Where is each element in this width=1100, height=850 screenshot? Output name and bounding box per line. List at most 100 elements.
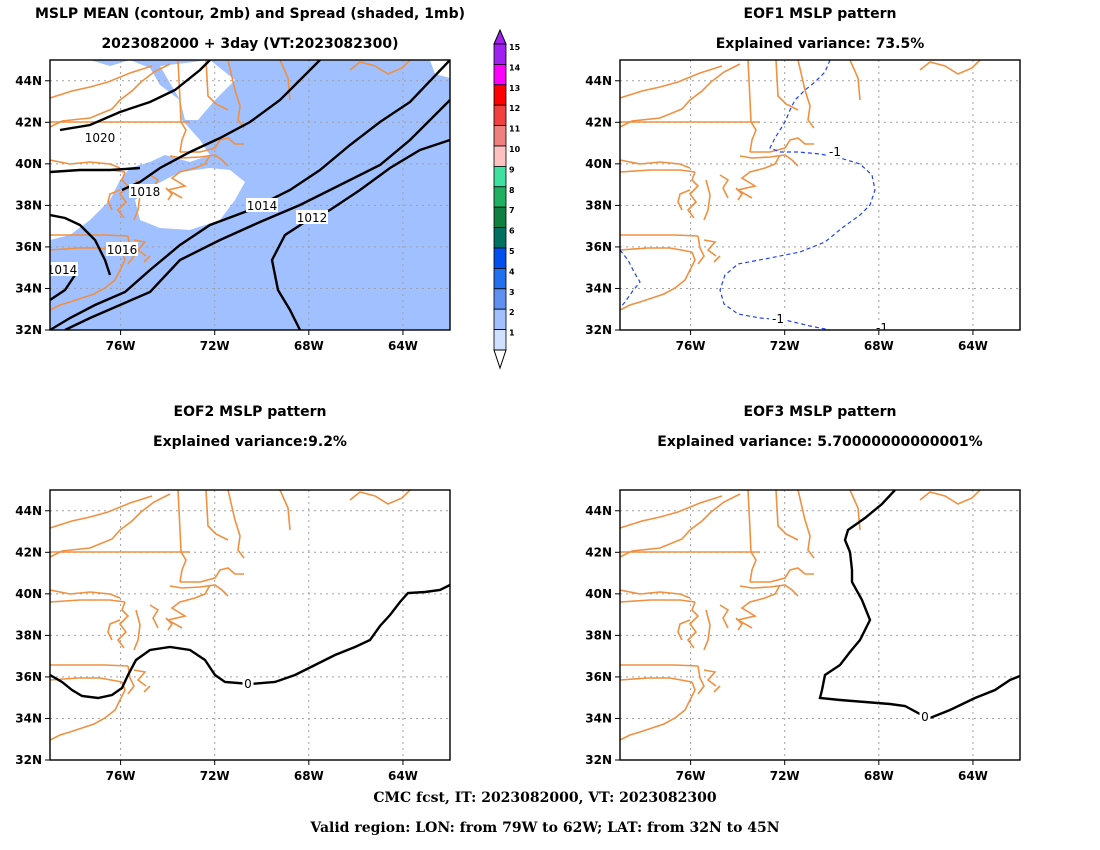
lat-tick-label: 44N [585, 74, 612, 88]
lat-tick-label: 34N [585, 711, 612, 725]
colorbar-label: 11 [509, 125, 521, 134]
colorbar-label: 6 [509, 227, 515, 236]
lon-tick-label: 76W [676, 769, 706, 783]
lat-tick-label: 34N [15, 711, 42, 725]
colorbar-swatch [493, 267, 507, 290]
contour-label: -1 [772, 312, 784, 326]
lat-tick-label: 40N [585, 587, 612, 601]
lat-tick-label: 32N [585, 323, 612, 337]
coastline [620, 490, 981, 741]
colorbar-swatch [493, 329, 507, 351]
map-area-eof2: 0 [50, 490, 450, 760]
map-area-mean: 1020 1018 1016 1014 1014 1012 [50, 60, 450, 330]
spread-shade-1 [50, 60, 210, 240]
colorbar-swatch [493, 227, 507, 249]
contour-line-3 [50, 213, 112, 276]
contour-line-2 [121, 60, 321, 192]
contour-label: 1020 [85, 131, 116, 145]
spread-shade-3 [135, 168, 245, 230]
contour-label: 1014 [247, 199, 278, 213]
colorbar-arrow-top [493, 28, 507, 45]
panel-title-eof1-2: Explained variance: 73.5% [716, 36, 925, 52]
lon-tick-label: 72W [770, 769, 800, 783]
lat-tick-label: 40N [15, 157, 42, 171]
lat-tick-label: 32N [15, 323, 42, 337]
lat-tick-label: 42N [585, 115, 612, 129]
colorbar-label: 2 [509, 308, 515, 317]
colorbar-label: 10 [509, 145, 521, 154]
lat-tick-label: 44N [15, 504, 42, 518]
lon-tick-label: 68W [294, 769, 324, 783]
lat-tick-label: 44N [15, 74, 42, 88]
panel-title-eof3-1: EOF3 MSLP pattern [744, 404, 897, 420]
colorbar-label: 15 [509, 43, 521, 52]
lat-tick-label: 42N [15, 115, 42, 129]
spread-colorbar: 15 14 13 12 11 10 9 8 7 6 5 4 3 2 1 [493, 28, 521, 370]
colorbar-swatch [493, 206, 507, 228]
lon-tick-label: 64W [388, 339, 418, 353]
colorbar-label: 1 [509, 329, 515, 338]
lat-tick-label: 34N [585, 281, 612, 295]
panel-eof2: EOF2 MSLP pattern Explained variance:9.2%… [15, 404, 451, 783]
colorbar-swatch [493, 247, 507, 269]
lat-tick-label: 38N [15, 628, 42, 642]
footer-forecast-info: CMC fcst, IT: 2023082000, VT: 2023082300 [373, 790, 716, 806]
lat-tick-label: 36N [15, 670, 42, 684]
lon-tick-label: 76W [106, 339, 136, 353]
lat-tick-label: 36N [585, 670, 612, 684]
lon-tick-label: 68W [864, 769, 894, 783]
contour-line-0 [719, 60, 876, 330]
contour-label-bg [296, 210, 328, 224]
contour-label: 1018 [130, 185, 161, 199]
colorbar-swatch [493, 104, 507, 126]
colorbar-label: 7 [509, 206, 515, 215]
contour-label-bg [106, 242, 138, 256]
contour-label-bg [826, 144, 844, 158]
map-area-eof3: 0 [620, 490, 1020, 760]
panel-title-mean-1: MSLP MEAN (contour, 2mb) and Spread (sha… [35, 6, 465, 22]
panel-title-eof1-1: EOF1 MSLP pattern [744, 6, 897, 22]
contour-label-bg [50, 262, 78, 276]
colorbar-swatch [493, 64, 507, 86]
lat-tick-label: 38N [15, 198, 42, 212]
lon-tick-label: 64W [958, 339, 988, 353]
panel-title-mean-2: 2023082000 + 3day (VT:2023082300) [101, 36, 398, 52]
lon-tick-label: 72W [200, 339, 230, 353]
colorbar-arrow-bottom [493, 349, 507, 370]
colorbar-label: 3 [509, 288, 515, 297]
map-area-eof1: -1 -1 -1 [620, 60, 1020, 335]
lon-tick-label: 64W [958, 769, 988, 783]
lat-tick-label: 32N [585, 753, 612, 767]
contour-label-bg [246, 198, 278, 212]
contour-label: 0 [921, 710, 929, 724]
colorbar-swatch [493, 125, 507, 147]
contour-label-bg [769, 311, 787, 325]
map-frame [619, 489, 1021, 761]
lat-tick-label: 40N [585, 157, 612, 171]
colorbar-label: 9 [509, 165, 515, 174]
colorbar-label: 14 [509, 63, 521, 72]
contour-label-bg [129, 184, 161, 198]
colorbar-swatch [493, 84, 507, 106]
contour-label-bg [242, 676, 254, 690]
contour-label: 1016 [107, 243, 138, 257]
contour-label: -1 [829, 145, 841, 159]
panel-eof1: EOF1 MSLP pattern Explained variance: 73.… [585, 6, 1021, 353]
colorbar-label: 12 [509, 104, 520, 113]
lon-tick-label: 64W [388, 769, 418, 783]
map-frame [49, 489, 451, 761]
colorbar-label: 13 [509, 84, 520, 93]
panel-title-eof2-2: Explained variance:9.2% [153, 434, 347, 450]
lat-tick-label: 44N [585, 504, 612, 518]
lon-tick-label: 72W [200, 769, 230, 783]
contour-label-bg [873, 320, 891, 330]
contour-label: -1 [876, 321, 888, 335]
colorbar-label: 4 [509, 267, 515, 276]
lon-tick-label: 76W [106, 769, 136, 783]
colorbar-swatch [493, 165, 507, 188]
map-frame [619, 59, 1021, 331]
contour-line-1 [50, 166, 141, 174]
contour-line-0 [818, 490, 1020, 720]
colorbar-swatch [493, 308, 507, 331]
